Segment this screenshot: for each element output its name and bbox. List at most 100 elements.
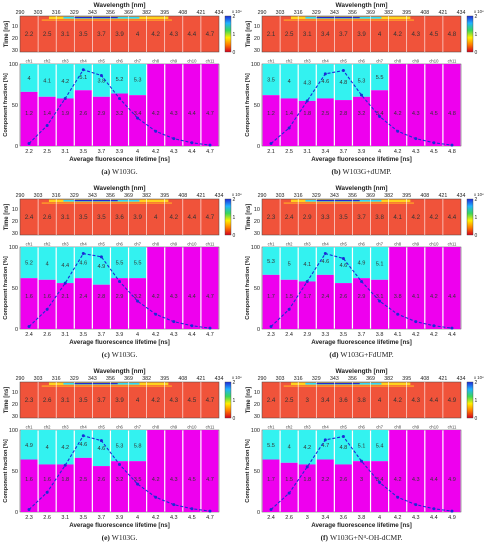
heatmap-lifetime-label: 3.7 [97,31,106,38]
heatmap-lifetime-label: 3.5 [79,214,88,221]
fraction-tick-label: 50 [12,469,18,475]
slow-component-bar [389,430,407,512]
fraction-tick-label: 100 [9,428,18,434]
slow-lifetime-label: 1.6 [25,294,33,300]
wavelength-tick-label: 421 [196,376,205,382]
heatmap-lifetime-label: 2.3 [25,397,34,404]
fast-lifetime-label: 5.3 [358,78,366,84]
heatmap-lifetime-label: 2.6 [43,397,52,404]
slow-component-bar [20,459,38,512]
caption-text: W103G+N⁴-OH-dCMP. [330,533,403,542]
wavelength-tick-label: 316 [52,193,61,199]
caption-prefix: (a) [101,167,112,176]
channel-label: ch5 [340,242,347,247]
intensity-point [378,299,382,303]
lifetime-tick-label: 3.1 [61,515,69,521]
channel-label: ch10 [429,242,439,247]
slow-lifetime-label: 3.1 [376,294,384,300]
slow-component-bar [407,247,425,329]
slow-lifetime-label: 4.3 [412,477,420,483]
lifetime-tick-label: 3.1 [61,332,69,338]
channel-label: ch9 [412,59,419,64]
fast-lifetime-label: 5.5 [376,75,384,81]
fraction-tick-label: 100 [9,62,18,68]
intensity-point [269,142,273,146]
fast-component-bar [334,247,352,284]
lifetime-tick-label: 4.4 [188,149,196,155]
slow-lifetime-label: 4.5 [188,477,196,483]
lifetime-tick-label: 2.6 [43,332,51,338]
lifetime-tick-label: 3.5 [340,332,348,338]
colorbar-tick-label: 1 [475,398,478,404]
heatmap-lifetime-label: 4 [136,31,140,38]
time-axis-label: Time [ns] [246,204,252,231]
wavelength-tick-label: 343 [88,376,97,382]
lifetime-tick-label: 3.3 [321,332,329,338]
lifetime-tick-label: 3.8 [358,515,366,521]
slow-lifetime-label: 1.2 [267,111,275,117]
lifetime-tick-label: 4.9 [448,515,456,521]
time-tick-label: 20 [254,36,260,42]
panel-caption: (a) W103G. [101,167,137,176]
wavelength-tick-label: 356 [348,376,357,382]
wavelength-tick-label: 395 [402,376,411,382]
fast-component-bar [298,64,316,101]
colorbar-exponent: x 10⁴ [474,192,484,197]
wavelength-tick-label: 395 [160,10,169,16]
slow-component-bar [425,247,443,329]
intensity-point [360,279,363,283]
lifetime-axis-label: Average fluorescence lifetime [ns] [311,522,412,529]
time-tick-label: 30 [254,231,260,237]
colorbar-tick-label: 1 [233,398,236,404]
wavelength-tick-label: 343 [330,376,339,382]
heatmap-lifetime-label: 2.2 [25,31,34,38]
wavelength-tick-label: 382 [142,10,151,16]
channel-label: ch7 [376,59,383,64]
intensity-point [414,137,418,141]
slow-component-bar [201,247,219,329]
fast-component-bar [316,430,334,460]
channel-label: ch11 [206,59,215,64]
panel-f: Wavelength [nm]290 303 316 329 343 356 369 382 3… [245,368,484,542]
heatmap-lifetime-label: 2.4 [25,214,34,221]
fast-component-bar [371,64,389,91]
slow-lifetime-label: 4.7 [206,294,214,300]
channel-label: ch3 [62,425,69,430]
lifetime-tick-label: 4.3 [170,149,178,155]
fast-component-bar [92,64,110,97]
lifetime-tick-label: 3.9 [116,332,124,338]
time-tick-label: 30 [12,231,18,237]
slow-lifetime-label: 2.6 [79,111,87,117]
heatmap-lifetime-label: 2.6 [43,214,52,221]
time-axis-label: Time [ns] [4,387,10,414]
fast-component-bar [38,64,56,97]
lifetime-tick-label: 4.7 [206,332,214,338]
slow-component-bar [111,461,128,512]
fraction-tick-label: 50 [12,286,18,292]
slow-lifetime-label: 4.4 [448,294,456,300]
intensity-point [45,307,49,311]
heatmap-lifetime-label: 4.7 [206,214,215,221]
fraction-axis-label: Component fraction [%] [245,439,251,503]
lifetime-tick-label: 4.5 [188,515,196,521]
channel-label: ch11 [448,242,457,247]
lifetime-tick-label: 2.1 [267,149,275,155]
fast-component-bar [129,247,147,279]
intensity-point [305,279,309,283]
slow-component-bar [334,100,352,146]
channel-label: ch10 [187,242,197,247]
wavelength-tick-label: 356 [106,10,115,16]
fast-lifetime-label: 3.8 [98,78,106,84]
lifetime-tick-label: 4.1 [394,332,402,338]
slow-lifetime-label: 2.5 [321,111,329,117]
fraction-axis-label: Component fraction [%] [3,439,9,503]
intensity-point [208,143,212,147]
caption-prefix: (e) [102,533,112,542]
channel-label: ch1 [268,242,275,247]
lifetime-tick-label: 4.2 [152,332,160,338]
time-tick-label: 30 [12,48,18,54]
heatmap-lifetime-label: 3.1 [61,214,70,221]
channel-label: ch7 [134,425,141,430]
channel-label: ch11 [206,242,215,247]
channel-label: ch1 [26,242,33,247]
